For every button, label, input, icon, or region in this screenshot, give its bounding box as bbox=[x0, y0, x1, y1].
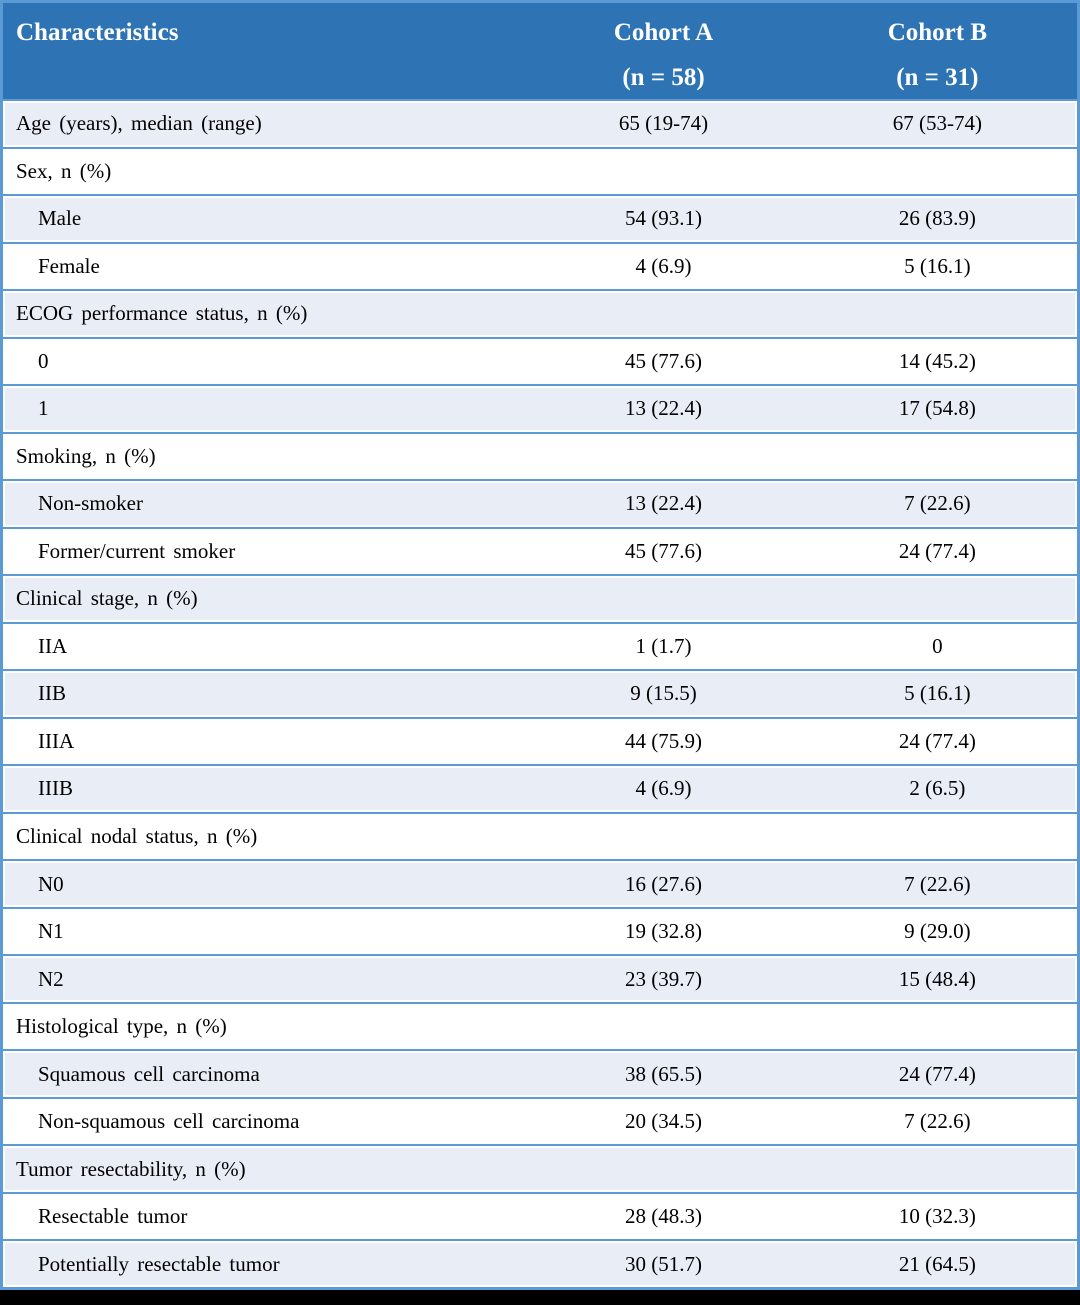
row-label-cell: ECOG performance status, n (%) bbox=[16, 301, 308, 326]
table-row: Female 4 (6.9) 5 (16.1) bbox=[3, 241, 1077, 290]
table-row: IIIA 44 (75.9) 24 (77.4) bbox=[3, 716, 1077, 765]
cohort-b-cell: 24 (77.4) bbox=[898, 728, 976, 753]
cohort-b-cell: 5 (16.1) bbox=[904, 253, 971, 278]
cohort-a-cell: 4 (6.9) bbox=[635, 776, 692, 801]
row-label-cell: IIIB bbox=[38, 776, 73, 801]
table-row: IIIB 4 (6.9) 2 (6.5) bbox=[3, 764, 1077, 812]
table-row: N2 23 (39.7) 15 (48.4) bbox=[3, 954, 1077, 1002]
cohort-b-cell: 2 (6.5) bbox=[909, 776, 966, 801]
table-row: IIB 9 (15.5) 5 (16.1) bbox=[3, 669, 1077, 717]
cohort-a-cell: 20 (34.5) bbox=[625, 1109, 702, 1134]
cohort-b-cell: 14 (45.2) bbox=[898, 348, 976, 373]
cohort-a-cell: 19 (32.8) bbox=[625, 919, 702, 944]
cohort-a-cell: 4 (6.9) bbox=[635, 253, 692, 278]
row-label-cell: N0 bbox=[38, 871, 64, 896]
row-label-cell: Female bbox=[38, 253, 100, 278]
row-label-cell: Sex, n (%) bbox=[16, 158, 112, 183]
header-cohort-b-name: Cohort B bbox=[887, 19, 988, 46]
cohort-b-cell: 15 (48.4) bbox=[898, 966, 976, 991]
row-label-cell: N1 bbox=[38, 919, 64, 944]
table-row: Non-smoker 13 (22.4) 7 (22.6) bbox=[3, 479, 1077, 527]
cohort-b-cell: 26 (83.9) bbox=[898, 206, 976, 231]
cohort-b-cell: 0 bbox=[932, 633, 943, 658]
row-label-cell: Non-smoker bbox=[38, 491, 143, 516]
cohort-b-cell: 5 (16.1) bbox=[904, 681, 971, 706]
row-label-cell: 0 bbox=[38, 348, 49, 373]
row-label-cell: Clinical nodal status, n (%) bbox=[16, 823, 258, 848]
table-row: IIA 1 (1.7) 0 bbox=[3, 621, 1077, 670]
table-row: Sex, n (%) bbox=[3, 146, 1077, 195]
cohort-b-cell: 67 (53-74) bbox=[892, 111, 982, 136]
cohort-b-cell: 21 (64.5) bbox=[898, 1251, 976, 1276]
row-label-cell: IIIA bbox=[38, 728, 75, 753]
cohort-b-cell: 7 (22.6) bbox=[904, 1109, 971, 1134]
row-label-cell: Former/current smoker bbox=[38, 538, 236, 563]
row-label-cell: Potentially resectable tumor bbox=[38, 1251, 280, 1276]
row-label-cell: N2 bbox=[38, 966, 64, 991]
table-header-row: Characteristics Cohort A (n = 58) Cohort… bbox=[3, 3, 1077, 99]
row-label-cell: Male bbox=[38, 206, 82, 231]
cohort-a-cell: 16 (27.6) bbox=[625, 871, 702, 896]
cohort-a-cell: 9 (15.5) bbox=[630, 681, 697, 706]
row-label-cell: Squamous cell carcinoma bbox=[38, 1061, 260, 1086]
header-cohort-b: Cohort B (n = 31) bbox=[798, 3, 1077, 99]
cohort-a-cell: 1 (1.7) bbox=[635, 633, 692, 658]
cohort-a-cell: 54 (93.1) bbox=[625, 206, 702, 231]
cohort-a-cell: 23 (39.7) bbox=[625, 966, 702, 991]
row-label-cell: Tumor resectability, n (%) bbox=[16, 1156, 246, 1181]
cohort-b-cell: 24 (77.4) bbox=[898, 1061, 976, 1086]
table-row: Clinical nodal status, n (%) bbox=[3, 811, 1077, 860]
row-label-cell: Age (years), median (range) bbox=[16, 111, 262, 136]
table-row: N0 16 (27.6) 7 (22.6) bbox=[3, 859, 1077, 907]
cohort-b-cell: 7 (22.6) bbox=[904, 871, 971, 896]
cohort-b-cell: 9 (29.0) bbox=[904, 919, 971, 944]
table-row: Clinical stage, n (%) bbox=[3, 574, 1077, 622]
header-cohort-a-name: Cohort A bbox=[613, 19, 714, 46]
header-cohort-b-n: (n = 31) bbox=[896, 64, 979, 91]
table-row: Histological type, n (%) bbox=[3, 1001, 1077, 1050]
header-characteristics: Characteristics bbox=[3, 3, 529, 99]
header-characteristics-label: Characteristics bbox=[16, 19, 179, 46]
bottom-black-bar bbox=[0, 1290, 1080, 1305]
cohort-b-cell: 17 (54.8) bbox=[898, 396, 976, 421]
row-label-cell: IIA bbox=[38, 633, 68, 658]
cohort-a-cell: 38 (65.5) bbox=[625, 1061, 702, 1086]
table-row: Tumor resectability, n (%) bbox=[3, 1144, 1077, 1192]
cohort-a-cell: 45 (77.6) bbox=[625, 348, 702, 373]
row-label-cell: Clinical stage, n (%) bbox=[16, 586, 198, 611]
table-row: Former/current smoker 45 (77.6) 24 (77.4) bbox=[3, 526, 1077, 575]
table-row: Male 54 (93.1) 26 (83.9) bbox=[3, 194, 1077, 242]
table-row: 0 45 (77.6) 14 (45.2) bbox=[3, 336, 1077, 385]
table-row: Non-squamous cell carcinoma 20 (34.5) 7 (2… bbox=[3, 1096, 1077, 1145]
table-row: N1 19 (32.8) 9 (29.0) bbox=[3, 906, 1077, 955]
row-label-cell: 1 bbox=[38, 396, 49, 421]
row-label-cell: Smoking, n (%) bbox=[16, 443, 156, 468]
row-label-cell: IIB bbox=[38, 681, 66, 706]
cohort-a-cell: 44 (75.9) bbox=[625, 728, 702, 753]
table-row: Potentially resectable tumor 30 (51.7) 21 … bbox=[3, 1239, 1077, 1287]
table-body: Age (years), median (range) 65 (19-74) 67 … bbox=[3, 99, 1077, 1287]
cohort-a-cell: 65 (19-74) bbox=[618, 111, 709, 136]
row-label-cell: Non-squamous cell carcinoma bbox=[38, 1109, 300, 1134]
cohort-a-cell: 45 (77.6) bbox=[625, 538, 702, 563]
table-row: Smoking, n (%) bbox=[3, 431, 1077, 480]
cohort-b-cell: 24 (77.4) bbox=[898, 538, 976, 563]
cohort-b-cell: 10 (32.3) bbox=[898, 1204, 976, 1229]
header-cohort-a-n: (n = 58) bbox=[622, 64, 705, 91]
cohort-a-cell: 13 (22.4) bbox=[625, 396, 702, 421]
table-row: Age (years), median (range) 65 (19-74) 67 … bbox=[3, 99, 1077, 147]
header-cohort-a: Cohort A (n = 58) bbox=[529, 3, 798, 99]
cohort-a-cell: 13 (22.4) bbox=[625, 491, 702, 516]
row-label-cell: Histological type, n (%) bbox=[16, 1014, 227, 1039]
table-row: ECOG performance status, n (%) bbox=[3, 289, 1077, 337]
cohort-a-cell: 28 (48.3) bbox=[625, 1204, 702, 1229]
cohort-b-cell: 7 (22.6) bbox=[904, 491, 971, 516]
table-row: Squamous cell carcinoma 38 (65.5) 24 (77.4… bbox=[3, 1049, 1077, 1097]
cohort-a-cell: 30 (51.7) bbox=[625, 1251, 702, 1276]
row-label-cell: Resectable tumor bbox=[38, 1204, 188, 1229]
table-row: 1 13 (22.4) 17 (54.8) bbox=[3, 384, 1077, 432]
table-row: Resectable tumor 28 (48.3) 10 (32.3) bbox=[3, 1191, 1077, 1240]
